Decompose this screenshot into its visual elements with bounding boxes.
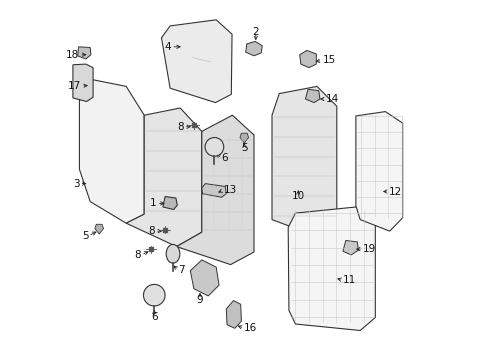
Polygon shape <box>245 41 262 56</box>
Text: 10: 10 <box>292 191 305 201</box>
Polygon shape <box>226 301 242 328</box>
Circle shape <box>144 284 165 306</box>
Text: 3: 3 <box>73 179 79 189</box>
Text: 7: 7 <box>178 265 185 275</box>
Polygon shape <box>300 50 316 68</box>
Text: 8: 8 <box>135 250 141 260</box>
Text: 13: 13 <box>223 185 237 195</box>
Polygon shape <box>288 207 375 330</box>
Polygon shape <box>95 224 103 234</box>
Text: 6: 6 <box>151 312 158 322</box>
Text: 16: 16 <box>245 323 258 333</box>
Text: 1: 1 <box>150 198 157 208</box>
Text: 8: 8 <box>177 122 184 132</box>
Text: 18: 18 <box>66 50 79 60</box>
Polygon shape <box>343 240 358 255</box>
Polygon shape <box>162 20 232 103</box>
Polygon shape <box>163 197 177 210</box>
Text: 12: 12 <box>389 186 402 197</box>
Polygon shape <box>356 112 403 231</box>
Circle shape <box>205 138 224 156</box>
Text: 4: 4 <box>165 42 171 52</box>
Polygon shape <box>126 108 202 247</box>
Ellipse shape <box>166 244 180 263</box>
Polygon shape <box>240 133 248 143</box>
Polygon shape <box>73 64 93 102</box>
Polygon shape <box>305 89 320 103</box>
Text: 9: 9 <box>196 294 203 305</box>
Polygon shape <box>77 47 91 59</box>
Polygon shape <box>79 79 144 223</box>
Text: 15: 15 <box>322 55 336 66</box>
Text: 8: 8 <box>148 226 155 236</box>
Polygon shape <box>272 86 337 236</box>
Text: 14: 14 <box>326 94 339 104</box>
Polygon shape <box>190 260 219 296</box>
Text: 5: 5 <box>241 143 247 153</box>
Polygon shape <box>176 115 254 265</box>
Text: 2: 2 <box>252 27 259 37</box>
Text: 17: 17 <box>68 81 81 91</box>
Text: 11: 11 <box>343 275 356 285</box>
Text: 6: 6 <box>221 153 228 163</box>
Text: 19: 19 <box>363 244 376 254</box>
Polygon shape <box>202 184 226 197</box>
Text: 5: 5 <box>82 231 88 241</box>
